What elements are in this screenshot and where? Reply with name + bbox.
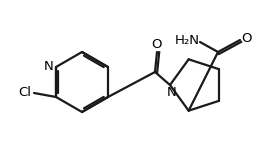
Text: N: N	[167, 85, 177, 98]
Text: N: N	[44, 60, 54, 74]
Text: H₂N: H₂N	[175, 33, 200, 47]
Text: O: O	[242, 33, 252, 45]
Text: O: O	[152, 38, 162, 50]
Text: Cl: Cl	[19, 86, 31, 100]
